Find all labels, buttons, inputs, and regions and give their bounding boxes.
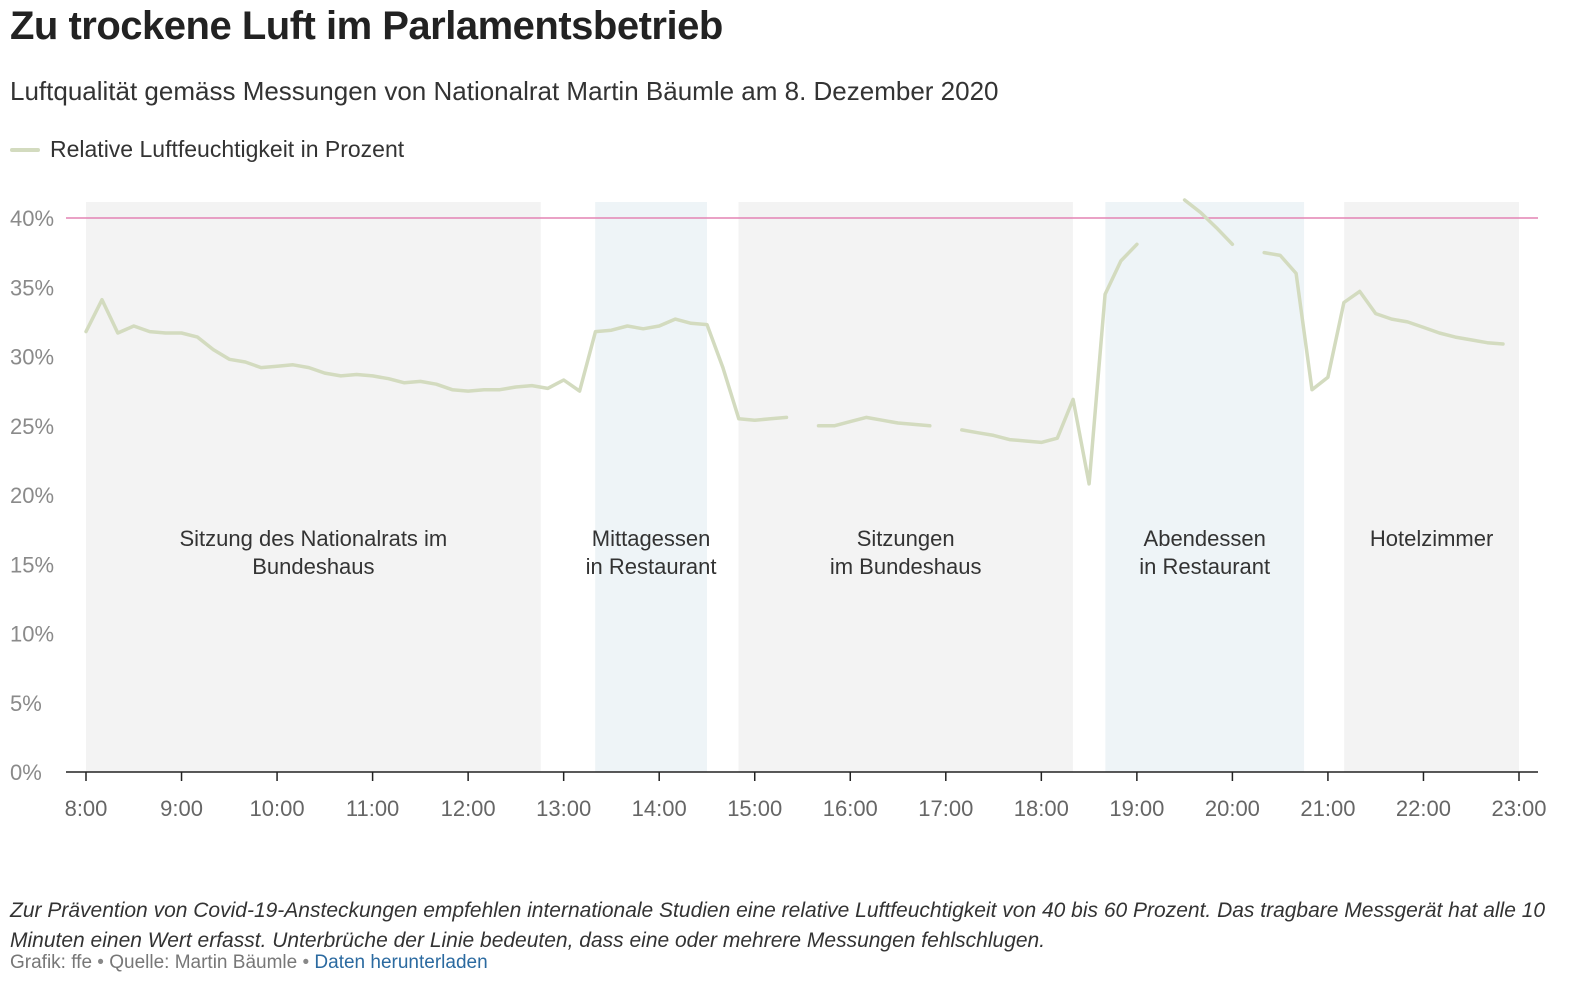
period-label-line: Abendessen bbox=[1144, 526, 1266, 551]
period-label: Abendessen in Restaurant bbox=[1139, 526, 1270, 579]
humidity-line-segment bbox=[1182, 198, 1235, 247]
period-label: Hotelzimmer bbox=[1370, 526, 1493, 551]
period-label-line: Sitzungen bbox=[857, 526, 955, 551]
humidity-line-segment bbox=[960, 242, 1139, 486]
x-tick-label: 21:00 bbox=[1300, 796, 1355, 821]
x-tick-label: 10:00 bbox=[250, 796, 305, 821]
x-tick-label: 11:00 bbox=[346, 796, 399, 821]
y-tick-label: 40% bbox=[10, 206, 54, 231]
x-tick-label: 8:00 bbox=[65, 796, 108, 821]
x-tick-label: 18:00 bbox=[1014, 796, 1069, 821]
period-label-line: Hotelzimmer bbox=[1370, 526, 1493, 551]
footer-separator: • bbox=[97, 952, 104, 973]
period-label: Sitzung des Nationalrats im Bundeshaus bbox=[179, 526, 447, 579]
y-tick-label: 10% bbox=[10, 622, 54, 647]
period-label-line: Mittagessen bbox=[592, 526, 711, 551]
legend-line-swatch bbox=[10, 147, 40, 152]
legend-label: Relative Luftfeuchtigkeit in Prozent bbox=[50, 136, 405, 162]
period-band-session bbox=[738, 202, 1073, 772]
humidity-line-segment bbox=[84, 297, 789, 422]
y-tick-label: 5% bbox=[10, 691, 42, 716]
source-text: Quelle: Martin Bäumle bbox=[109, 952, 298, 973]
chart-subtitle: Luftqualität gemäss Messungen von Nation… bbox=[10, 76, 999, 106]
period-label: Mittagessen in Restaurant bbox=[586, 526, 717, 579]
y-tick-label: 20% bbox=[10, 483, 54, 508]
x-tick-label: 12:00 bbox=[441, 796, 496, 821]
x-axis: 8:00 9:00 10:00 11:00 12:00 13:00 14:00 15:00 16… bbox=[65, 771, 1547, 821]
y-tick-label: 30% bbox=[10, 345, 54, 370]
period-band-session bbox=[86, 202, 541, 772]
x-tick-label: 17:00 bbox=[918, 796, 973, 821]
y-axis: 0% 5% 10% 15% 20% 25% 30% 35% 40% bbox=[10, 206, 54, 785]
x-tick-label: 15:00 bbox=[727, 796, 782, 821]
period-label-line: in Restaurant bbox=[1139, 554, 1270, 579]
period-label-line: im Bundeshaus bbox=[830, 554, 982, 579]
y-tick-label: 0% bbox=[10, 760, 42, 785]
x-tick-label: 22:00 bbox=[1396, 796, 1451, 821]
chart-note: Zur Prävention von Covid-19-Ansteckungen… bbox=[10, 899, 1546, 952]
x-tick-label: 20:00 bbox=[1205, 796, 1260, 821]
chart-title: Zu trockene Luft im Parlamentsbetrieb bbox=[10, 4, 723, 48]
footer-separator: • bbox=[302, 952, 310, 973]
download-data-link[interactable]: Daten herunterladen bbox=[314, 952, 488, 973]
x-tick-label: 9:00 bbox=[160, 796, 203, 821]
period-band-restaurant bbox=[1105, 202, 1305, 772]
chart-footer: Grafik: ffe • Quelle: Martin Bäumle • Da… bbox=[10, 952, 488, 974]
period-band-session bbox=[1344, 202, 1519, 772]
humidity-line-chart: Sitzung des Nationalrats im Bundeshaus Mit… bbox=[10, 198, 1547, 821]
period-label-line: Bundeshaus bbox=[252, 554, 374, 579]
x-tick-label: 16:00 bbox=[823, 796, 878, 821]
humidity-line-segment bbox=[816, 415, 932, 428]
x-tick-label: 23:00 bbox=[1491, 796, 1546, 821]
legend: Relative Luftfeuchtigkeit in Prozent bbox=[10, 136, 404, 163]
humidity-line-segment bbox=[1262, 250, 1505, 392]
y-tick-label: 35% bbox=[10, 275, 54, 300]
x-tick-label: 13:00 bbox=[536, 796, 591, 821]
x-tick-label: 19:00 bbox=[1109, 796, 1164, 821]
y-tick-label: 15% bbox=[10, 552, 54, 577]
period-label-line: Sitzung des Nationalrats im bbox=[179, 526, 447, 551]
period-labels: Sitzung des Nationalrats im Bundeshaus Mit… bbox=[179, 526, 1493, 579]
period-bands bbox=[86, 202, 1519, 772]
period-label-line: in Restaurant bbox=[586, 554, 717, 579]
period-label: Sitzungen im Bundeshaus bbox=[830, 526, 982, 579]
period-band-restaurant bbox=[595, 202, 707, 772]
y-tick-label: 25% bbox=[10, 414, 54, 439]
data-lines bbox=[84, 198, 1505, 486]
x-tick-label: 14:00 bbox=[632, 796, 687, 821]
credit-text: Grafik: ffe bbox=[10, 952, 93, 973]
